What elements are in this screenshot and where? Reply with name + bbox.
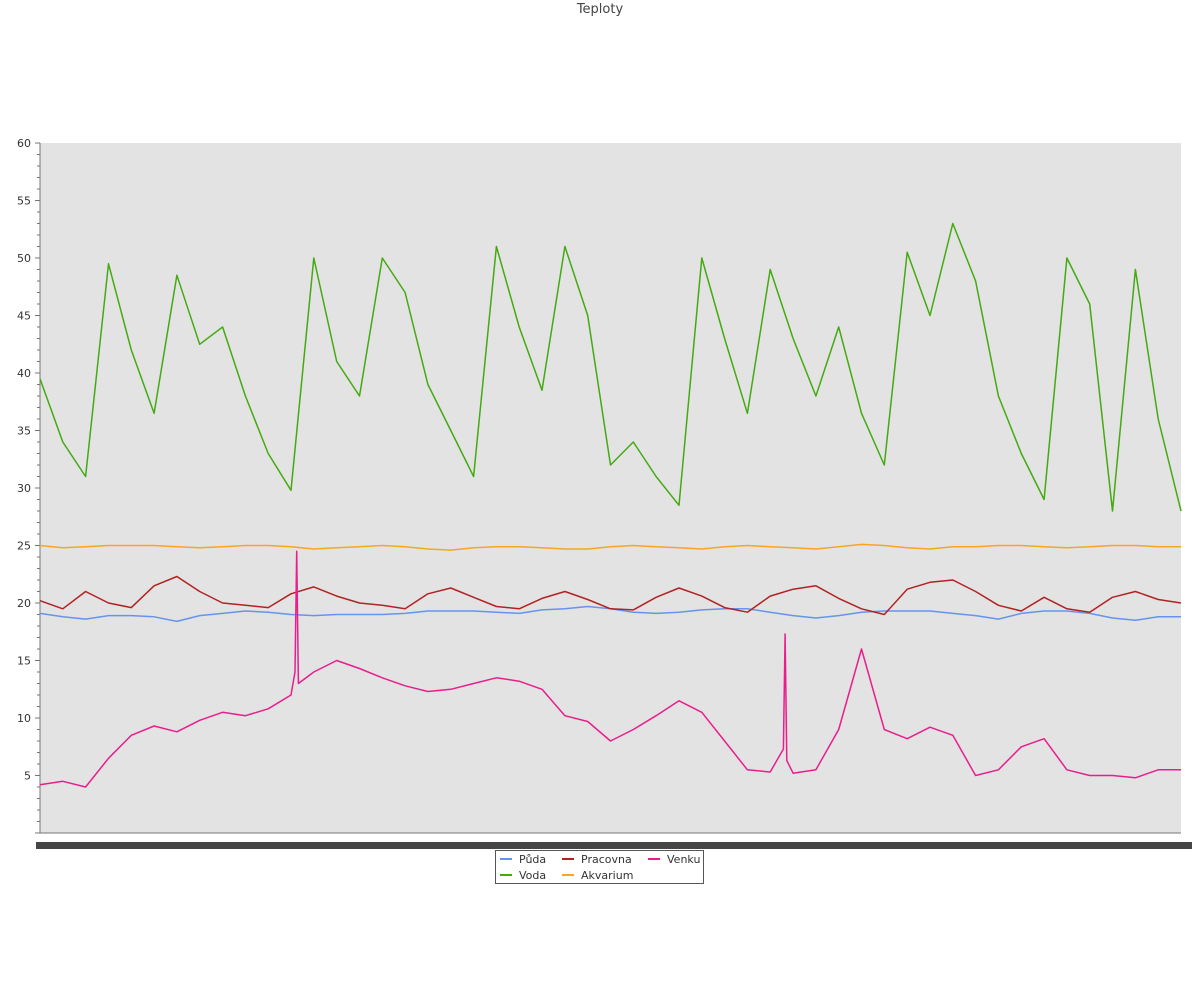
y-tick-label: 25 — [17, 540, 31, 553]
chart-title: Teploty — [576, 2, 624, 17]
x-axis — [36, 832, 1192, 849]
legend: Půda Voda Pracovna Akvarium Venku — [495, 850, 704, 884]
legend-item-voda: Voda — [500, 869, 546, 883]
series-line-venku — [39, 550, 1181, 788]
legend-label-voda: Voda — [519, 869, 547, 882]
legend-item-puda: Půda — [500, 853, 546, 867]
y-tick-label: 60 — [17, 137, 31, 150]
y-tick-label: 45 — [17, 310, 31, 323]
y-tick-label: 50 — [17, 252, 31, 265]
legend-swatch-venku — [648, 858, 660, 860]
legend-label-akvarium: Akvarium — [581, 869, 634, 882]
legend-item-pracovna: Pracovna — [562, 853, 632, 867]
series-line-akvarium — [39, 543, 1181, 551]
y-tick-label: 15 — [17, 655, 31, 668]
x-tick-band — [36, 842, 1192, 849]
y-tick-label: 40 — [17, 367, 31, 380]
legend-label-venku: Venku — [667, 853, 701, 866]
plot-area — [40, 143, 1181, 833]
legend-item-akvarium: Akvarium — [562, 869, 633, 883]
y-tick-label: 35 — [17, 425, 31, 438]
y-tick-label: 10 — [17, 712, 31, 725]
series-line-voda — [39, 222, 1182, 512]
legend-label-pracovna: Pracovna — [581, 853, 632, 866]
y-tick-label: 5 — [24, 770, 31, 783]
legend-label-puda: Půda — [519, 853, 547, 866]
series-line-pracovna — [39, 575, 1182, 616]
legend-swatch-voda — [500, 874, 512, 876]
series-layer — [39, 222, 1182, 788]
y-tick-label: 55 — [17, 195, 31, 208]
legend-swatch-pracovna — [562, 858, 574, 860]
y-axis: 5 10 15 20 25 30 35 40 45 50 55 60 — [17, 137, 41, 834]
y-tick-label: 20 — [17, 597, 31, 610]
y-tick-label: 30 — [17, 482, 31, 495]
legend-swatch-puda — [500, 858, 512, 860]
legend-swatch-akvarium — [562, 874, 574, 876]
legend-item-venku: Venku — [648, 853, 700, 867]
